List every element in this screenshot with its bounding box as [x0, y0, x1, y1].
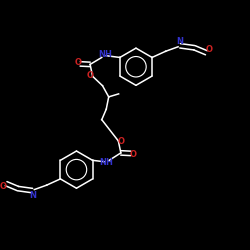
Text: O: O — [206, 45, 213, 54]
Text: N: N — [176, 37, 184, 46]
Text: O: O — [117, 137, 124, 146]
Text: NH: NH — [98, 50, 112, 59]
Text: O: O — [75, 58, 82, 67]
Text: O: O — [0, 182, 6, 191]
Text: O: O — [86, 71, 94, 80]
Text: NH: NH — [99, 158, 113, 167]
Text: N: N — [29, 190, 36, 200]
Text: O: O — [129, 150, 136, 159]
